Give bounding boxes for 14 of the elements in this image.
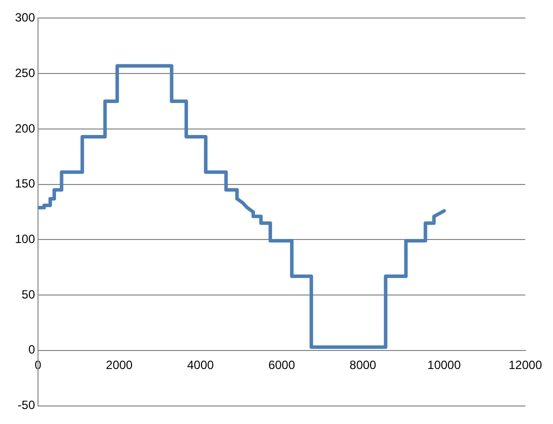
y-tick-label: 250 [14,66,36,80]
y-tick-label: 150 [14,176,36,191]
x-tick-label: 10000 [427,358,462,372]
y-tick-label: 100 [14,232,36,246]
y-tick-label: -50 [18,398,36,412]
x-tick-label: 8000 [350,358,377,372]
y-tick-label: 200 [14,121,36,136]
y-tick-label: 300 [14,10,36,25]
x-tick-label: 12000 [508,358,542,372]
x-tick-label: 2000 [106,358,133,372]
y-tick-label: 50 [22,287,36,302]
x-tick-label: 4000 [187,358,214,372]
y-tick-label: 0 [28,342,36,357]
x-tick-label: 6000 [268,358,296,372]
